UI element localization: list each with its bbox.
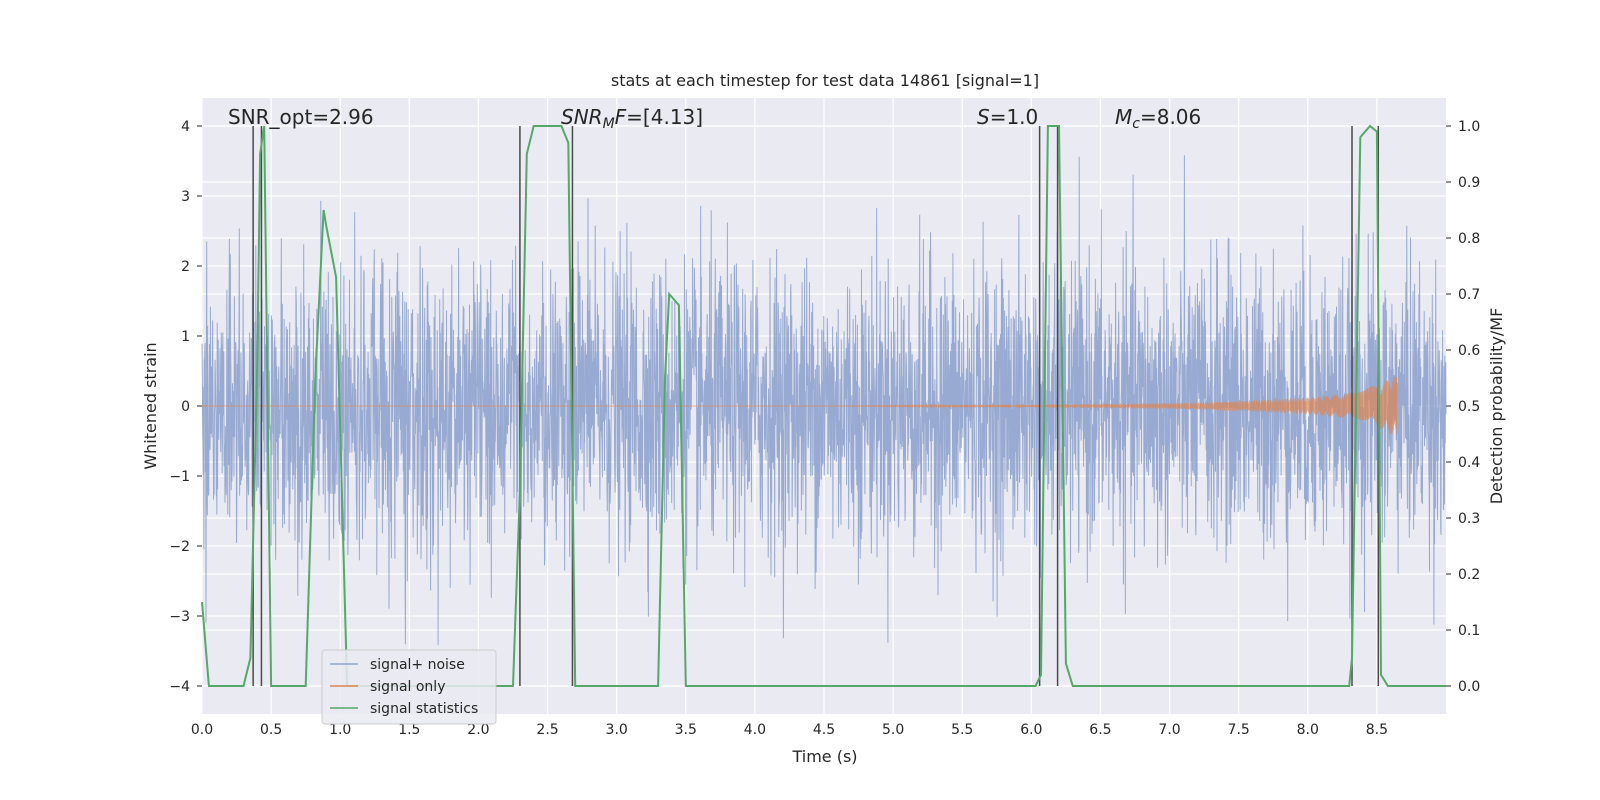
signal-statistics-line xyxy=(201,124,1446,687)
annotation-snr-mf-symbol: SNR xyxy=(561,105,603,129)
x-tick-label: 2.0 xyxy=(467,722,489,738)
x-tick-label: 0.0 xyxy=(191,722,213,738)
y-tick-label: −1 xyxy=(169,469,190,485)
signal-only-line xyxy=(202,375,1399,435)
annotation-mc-subscript: c xyxy=(1132,116,1140,132)
y-tick-label: 1 xyxy=(181,329,190,345)
series-signal-statistics xyxy=(201,124,1446,687)
y-right-tick-label: 0.1 xyxy=(1458,623,1480,639)
y-right-tick-label: 0.5 xyxy=(1458,399,1480,415)
annotation-snr-mf-subscript: M xyxy=(603,116,615,132)
annotation-snr-mf-value: =[4.13] xyxy=(626,105,703,129)
annotation-mc-symbol: M xyxy=(1115,105,1132,129)
x-tick-label: 6.0 xyxy=(1020,722,1042,738)
y-tick-label: 0 xyxy=(181,399,190,415)
series-signal-only xyxy=(202,375,1399,435)
legend-label-signal-statistics: signal statistics xyxy=(370,701,478,717)
x-tick-label: 5.0 xyxy=(882,722,904,738)
y-tick-label: −3 xyxy=(169,609,190,625)
annotation-mc: Mc=8.06 xyxy=(1115,105,1201,132)
y-tick-labels: 4 3 2 1 0 −1 −2 −3 −4 xyxy=(169,119,202,695)
y-tick-label: 4 xyxy=(181,119,190,135)
legend: signal+ noise signal only signal statist… xyxy=(321,649,497,725)
y-right-tick-label: 1.0 xyxy=(1458,119,1480,135)
y-tick-label: −4 xyxy=(169,679,190,695)
y-tick-label: 2 xyxy=(181,259,190,275)
y-axis-label: Whitened strain xyxy=(141,342,160,469)
x-tick-label: 7.0 xyxy=(1158,722,1180,738)
x-tick-label: 3.0 xyxy=(606,722,628,738)
y-right-tick-label: 0.3 xyxy=(1458,511,1480,527)
annotation-s-symbol: S xyxy=(977,105,990,129)
x-tick-labels: 0.0 0.5 1.0 1.5 2.0 2.5 3.0 3.5 4.0 4.5 5.0 5.5 6.0 6… xyxy=(191,722,1388,738)
legend-box xyxy=(321,649,497,725)
x-tick-label: 6.5 xyxy=(1089,722,1111,738)
y-right-tick-label: 0.4 xyxy=(1458,455,1480,471)
x-tick-label: 8.0 xyxy=(1297,722,1319,738)
y-right-tick-label: 0.0 xyxy=(1458,679,1480,695)
legend-label-signal-noise: signal+ noise xyxy=(370,657,465,673)
signal-noise-line xyxy=(201,155,1447,646)
annotation-s-value: =1.0 xyxy=(990,105,1039,129)
x-tick-label: 3.5 xyxy=(675,722,697,738)
annotation-snr-mf: SNRMF=[4.13] xyxy=(561,105,703,132)
legend-label-signal-only: signal only xyxy=(370,679,445,695)
x-tick-label: 8.5 xyxy=(1366,722,1388,738)
y-tick-label: 3 xyxy=(181,189,190,205)
y-right-axis-label: Detection probability/MF xyxy=(1487,308,1506,505)
x-tick-label: 1.0 xyxy=(329,722,351,738)
y-right-tick-label: 0.8 xyxy=(1458,231,1480,247)
x-tick-label: 0.5 xyxy=(260,722,282,738)
y-right-tick-label: 0.6 xyxy=(1458,343,1480,359)
annotation-snr-mf-f: F xyxy=(615,105,627,129)
annotation-snr-opt: SNR_opt=2.96 xyxy=(228,105,374,129)
y-right-tick-label: 0.7 xyxy=(1458,287,1480,303)
x-tick-label: 7.5 xyxy=(1228,722,1250,738)
x-tick-label: 5.5 xyxy=(951,722,973,738)
series-signal-noise xyxy=(201,155,1447,646)
annotation-mc-value: =8.06 xyxy=(1140,105,1201,129)
x-tick-label: 4.5 xyxy=(813,722,835,738)
x-tick-label: 4.0 xyxy=(744,722,766,738)
y-right-tick-label: 0.9 xyxy=(1458,175,1480,191)
y-tick-label: −2 xyxy=(169,539,190,555)
x-axis-label: Time (s) xyxy=(791,747,857,766)
y-right-tick-label: 0.2 xyxy=(1458,567,1480,583)
x-tick-label: 1.5 xyxy=(398,722,420,738)
y-right-tick-labels: 1.0 0.9 0.8 0.7 0.6 0.5 0.4 0.3 0.2 0.1 0.0 xyxy=(1446,119,1480,695)
chart-title: stats at each timestep for test data 148… xyxy=(611,71,1039,90)
annotation-s: S=1.0 xyxy=(977,105,1038,129)
x-tick-label: 2.5 xyxy=(536,722,558,738)
